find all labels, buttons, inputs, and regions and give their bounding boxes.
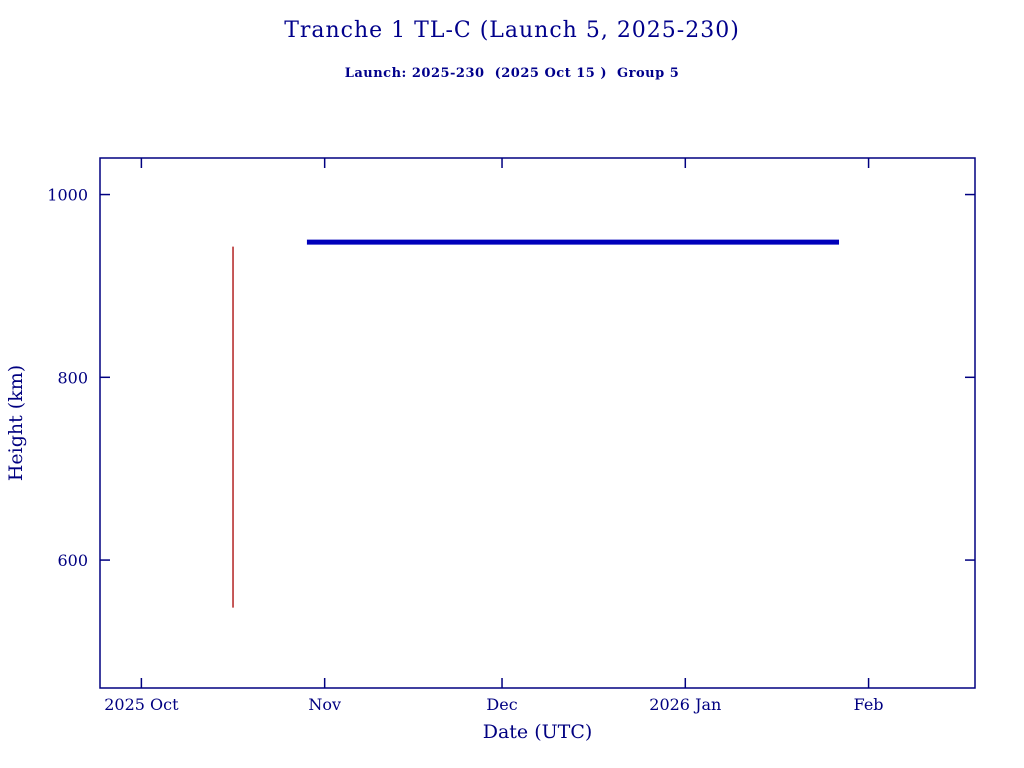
x-tick-label: Dec: [486, 695, 517, 714]
y-tick-label: 800: [57, 368, 88, 387]
x-tick-label: Nov: [308, 695, 341, 714]
y-tick-label: 600: [57, 551, 88, 570]
x-tick-label: 2026 Jan: [649, 695, 721, 714]
chart-subtitle: Launch: 2025-230 (2025 Oct 15 ) Group 5: [344, 66, 680, 81]
y-tick-label: 1000: [47, 186, 88, 205]
chart-title: Tranche 1 TL-C (Launch 5, 2025-230): [284, 18, 740, 43]
x-axis-label: Date (UTC): [483, 721, 593, 743]
y-axis-label: Height (km): [5, 365, 27, 481]
plot-box: [99, 157, 976, 689]
x-tick-label: Feb: [854, 695, 884, 714]
x-tick-label: 2025 Oct: [104, 695, 179, 714]
